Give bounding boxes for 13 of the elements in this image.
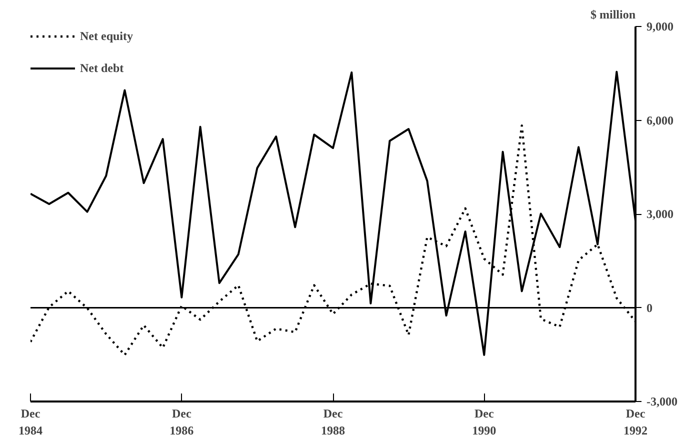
y-tick-label: -3,000	[646, 394, 678, 408]
y-tick-label: 6,000	[646, 113, 674, 128]
y-tick-label: 0	[646, 300, 652, 315]
y-tick-label: 9,000	[646, 20, 674, 34]
legend-label: Net equity	[80, 28, 133, 44]
x-tick-label: Dec 1986	[170, 406, 194, 438]
y-tick-label: 3,000	[646, 207, 674, 221]
x-tick-label: Dec 1984	[18, 406, 42, 438]
legend-label: Net debt	[80, 60, 124, 76]
x-tick-label: Dec 1988	[321, 406, 345, 438]
x-tick-label: Dec 1992	[624, 406, 648, 438]
x-tick-label: Dec 1990	[472, 406, 496, 438]
y-axis-title: $ million	[590, 8, 636, 22]
